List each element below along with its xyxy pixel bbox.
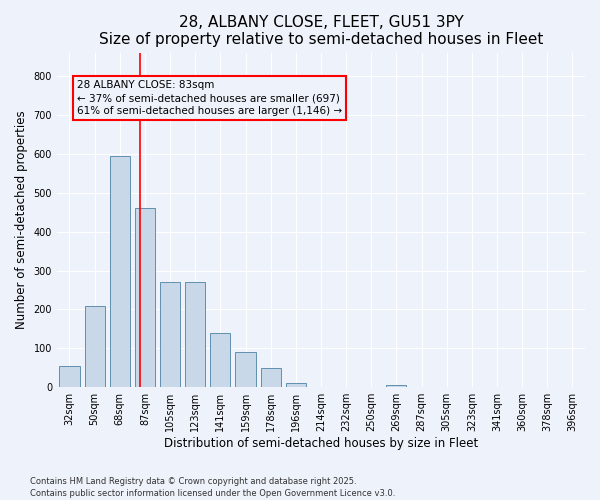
Text: 28 ALBANY CLOSE: 83sqm
← 37% of semi-detached houses are smaller (697)
61% of se: 28 ALBANY CLOSE: 83sqm ← 37% of semi-det…	[77, 80, 342, 116]
Bar	[110, 156, 130, 387]
Bar	[85, 306, 104, 387]
Bar	[211, 333, 230, 387]
Y-axis label: Number of semi-detached properties: Number of semi-detached properties	[15, 110, 28, 330]
Bar	[286, 384, 306, 387]
Text: Contains HM Land Registry data © Crown copyright and database right 2025.
Contai: Contains HM Land Registry data © Crown c…	[30, 476, 395, 498]
Bar	[59, 366, 80, 387]
Title: 28, ALBANY CLOSE, FLEET, GU51 3PY
Size of property relative to semi-detached hou: 28, ALBANY CLOSE, FLEET, GU51 3PY Size o…	[99, 15, 543, 48]
Bar	[235, 352, 256, 387]
Bar	[135, 208, 155, 387]
Bar	[160, 282, 180, 387]
Bar	[386, 386, 406, 387]
X-axis label: Distribution of semi-detached houses by size in Fleet: Distribution of semi-detached houses by …	[164, 437, 478, 450]
Bar	[185, 282, 205, 387]
Bar	[260, 368, 281, 387]
